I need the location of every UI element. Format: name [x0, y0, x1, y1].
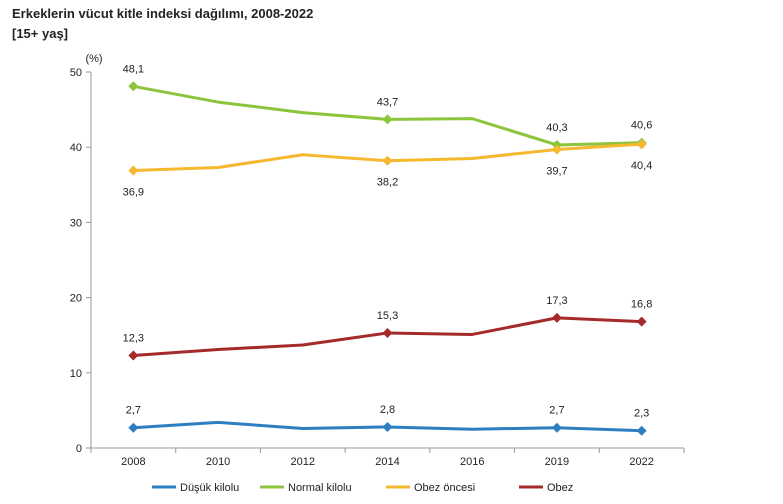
y-tick-label: 10: [70, 368, 82, 380]
data-label: 2,7: [126, 405, 141, 417]
data-point: [636, 316, 647, 327]
data-label: 2,7: [549, 405, 564, 417]
y-tick-label: 30: [70, 217, 82, 229]
y-tick-label: 40: [70, 142, 82, 154]
data-label: 15,3: [377, 310, 398, 322]
legend-label: Düşük kilolu: [180, 482, 239, 494]
data-point: [382, 155, 393, 166]
data-label: 43,7: [377, 96, 398, 108]
data-point: [128, 81, 139, 92]
data-point: [128, 422, 139, 433]
legend-label: Obez öncesi: [414, 482, 475, 494]
data-point: [382, 327, 393, 338]
data-label: 17,3: [546, 295, 567, 307]
data-label: 40,4: [631, 160, 652, 172]
data-point: [551, 144, 562, 155]
y-axis-label: (%): [85, 53, 102, 65]
data-label: 39,7: [546, 165, 567, 177]
data-label: 40,6: [631, 120, 652, 132]
y-tick-label: 20: [70, 293, 82, 305]
data-point: [128, 350, 139, 361]
data-point: [128, 165, 139, 176]
x-tick-label: 2019: [545, 456, 569, 468]
legend-label: Normal kilolu: [288, 482, 352, 494]
data-point: [382, 421, 393, 432]
data-point: [382, 114, 393, 125]
data-label: 2,8: [380, 404, 395, 416]
x-tick-label: 2012: [291, 456, 315, 468]
data-label: 36,9: [123, 187, 144, 199]
data-label: 38,2: [377, 177, 398, 189]
chart-title: Erkeklerin vücut kitle indeksi dağılımı,…: [12, 6, 314, 21]
data-label: 12,3: [123, 333, 144, 345]
chart-subtitle: [15+ yaş]: [12, 26, 69, 41]
legend-label: Obez: [547, 482, 573, 494]
data-label: 40,3: [546, 122, 567, 134]
x-tick-label: 2022: [629, 456, 653, 468]
data-point: [551, 312, 562, 323]
data-point: [551, 422, 562, 433]
y-tick-label: 0: [76, 443, 82, 455]
data-point: [636, 425, 647, 436]
x-tick-label: 2008: [121, 456, 145, 468]
data-label: 2,3: [634, 408, 649, 420]
x-tick-label: 2016: [460, 456, 484, 468]
data-label: 48,1: [123, 63, 144, 75]
data-label: 16,8: [631, 299, 652, 311]
x-tick-label: 2010: [206, 456, 230, 468]
y-tick-label: 50: [70, 67, 82, 79]
data-point: [636, 139, 647, 150]
x-tick-label: 2014: [375, 456, 399, 468]
